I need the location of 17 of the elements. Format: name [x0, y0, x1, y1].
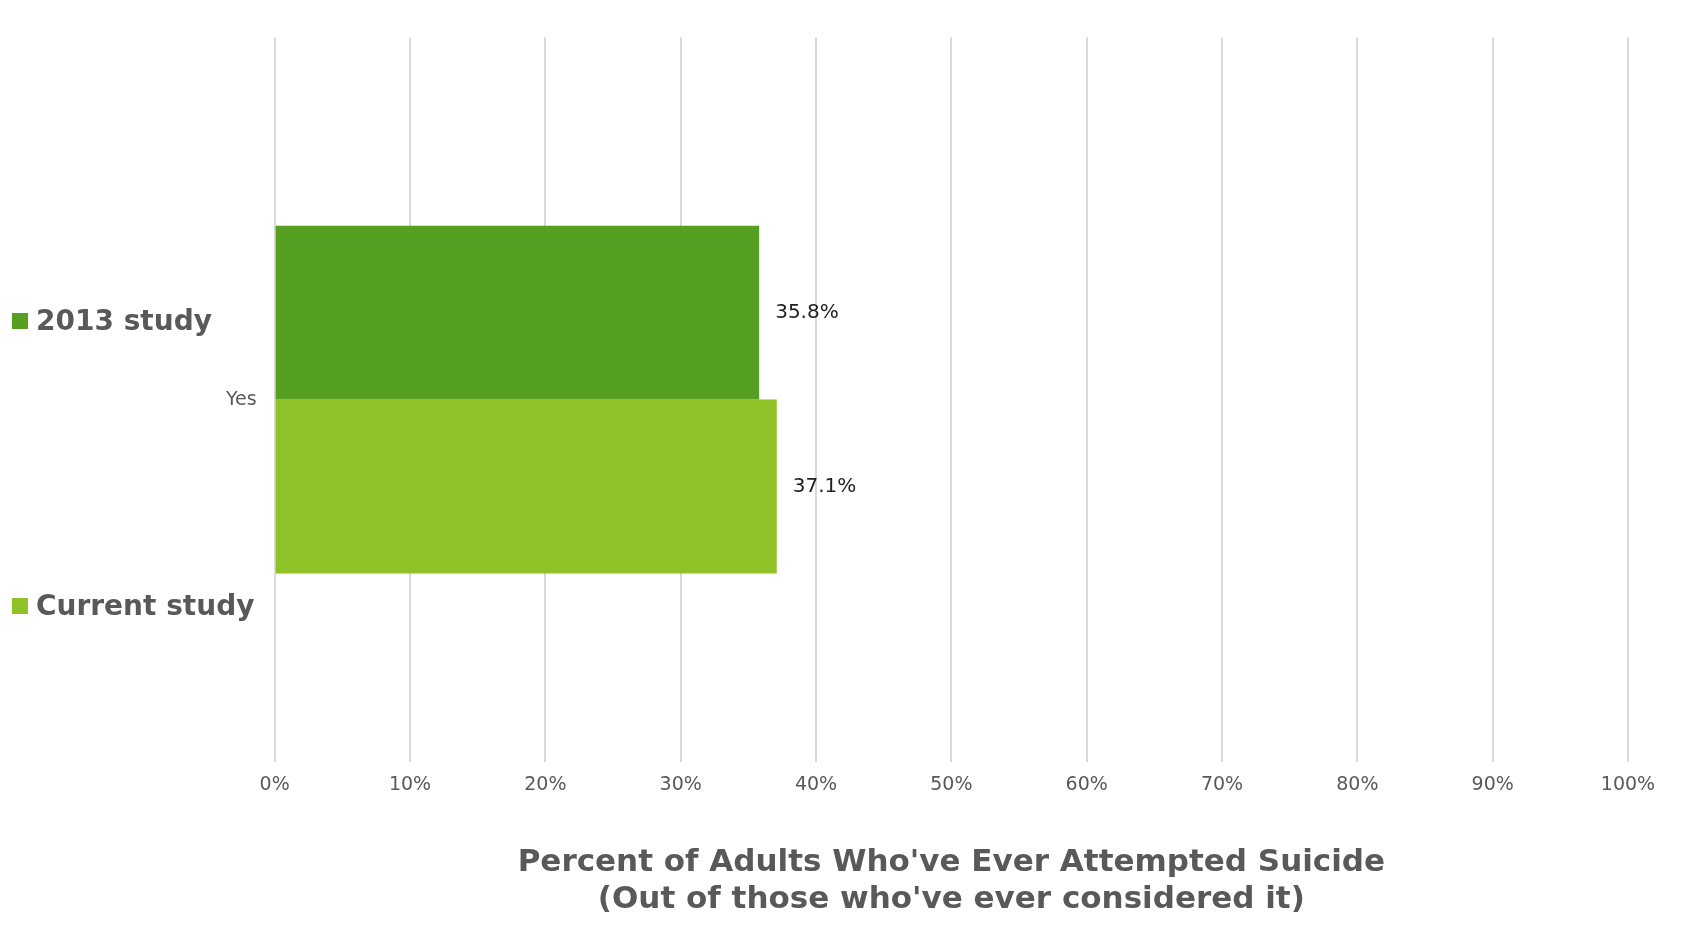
x-tick-label: 50% — [930, 772, 973, 795]
x-tick-label: 30% — [659, 772, 702, 795]
x-tick-label: 60% — [1065, 772, 1108, 795]
x-tick-label: 80% — [1336, 772, 1379, 795]
x-tick-label: 100% — [1600, 772, 1656, 795]
y-tick-label: Yes — [225, 386, 257, 409]
x-tick-label: 20% — [524, 772, 567, 795]
x-axis-title: Percent of Adults Who've Ever Attempted Suicide (Out of those who've ever considered it) — [517, 842, 1386, 916]
legend-label: 2013 study — [36, 304, 212, 337]
x-tick-label: 0% — [259, 772, 290, 795]
x-tick-label: 10% — [388, 772, 432, 795]
legend-label: Current study — [36, 589, 255, 622]
x-tick-label: 70% — [1200, 772, 1244, 795]
x-tick-label: 40% — [794, 772, 838, 795]
x-tick-label: 90% — [1471, 772, 1514, 795]
data-label: 35.8% — [775, 298, 839, 323]
data-label: 37.1% — [792, 472, 857, 497]
